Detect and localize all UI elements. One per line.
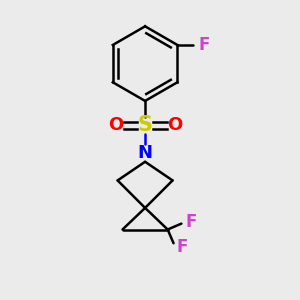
Text: O: O <box>167 116 182 134</box>
Text: N: N <box>138 144 153 162</box>
Text: O: O <box>108 116 123 134</box>
Text: F: F <box>176 238 188 256</box>
Text: F: F <box>198 36 209 54</box>
Text: S: S <box>138 116 153 136</box>
Text: F: F <box>185 213 197 231</box>
